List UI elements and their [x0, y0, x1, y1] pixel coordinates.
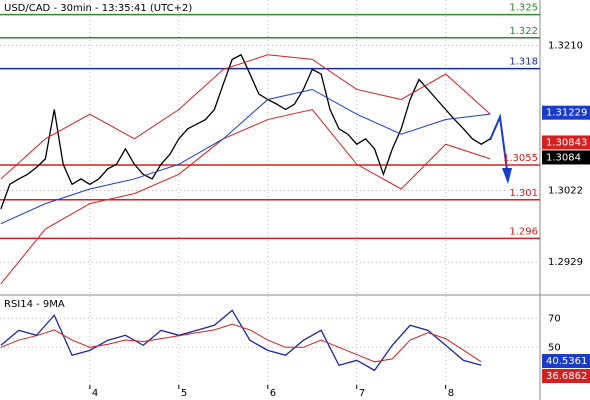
- rsi-title: RSI14 - 9MA: [4, 299, 65, 310]
- level-label: 1.325: [509, 3, 538, 14]
- level-label: 1.318: [509, 57, 538, 68]
- level-label: 1.322: [509, 26, 538, 37]
- price-marker-label: 1.3084: [546, 152, 581, 163]
- arrow-line: [489, 113, 508, 171]
- series-line: [0, 108, 491, 285]
- y-tick-label: 1.3022: [548, 186, 583, 197]
- series-line: [0, 88, 491, 225]
- level-label: 1.296: [509, 226, 538, 237]
- level-label: 1.301: [509, 188, 538, 199]
- x-tick-label: 4: [92, 388, 98, 399]
- price-marker-label: 1.31229: [546, 108, 587, 119]
- x-tick-label: 7: [359, 388, 365, 399]
- arrow-head: [502, 168, 512, 184]
- y-tick-label: 1.2929: [548, 257, 583, 268]
- price-marker: [542, 369, 590, 384]
- price-marker: [542, 354, 590, 369]
- series-line: [0, 323, 482, 363]
- y-tick-label: 1.3210: [548, 41, 583, 52]
- price-marker-label: 1.30843: [546, 137, 587, 148]
- series-line: [0, 53, 491, 210]
- price-marker: [542, 105, 590, 120]
- x-tick-label: 8: [448, 388, 454, 399]
- chart-title: USD/CAD - 30min - 13:35:41 (UTC+2): [4, 3, 192, 14]
- forecast-arrow: [489, 113, 512, 184]
- price-marker-label: 36.6862: [546, 371, 587, 382]
- series-line: [0, 54, 491, 180]
- price-marker-label: 40.5361: [546, 356, 587, 367]
- y-tick-label: 50: [548, 342, 561, 353]
- y-tick-label: 70: [548, 313, 561, 324]
- x-tick-label: 5: [181, 388, 187, 399]
- x-tick-label: 6: [270, 388, 276, 399]
- price-marker: [542, 135, 590, 150]
- level-label: 1.3055: [503, 153, 538, 164]
- price-marker: [542, 150, 590, 165]
- series-line: [0, 309, 482, 372]
